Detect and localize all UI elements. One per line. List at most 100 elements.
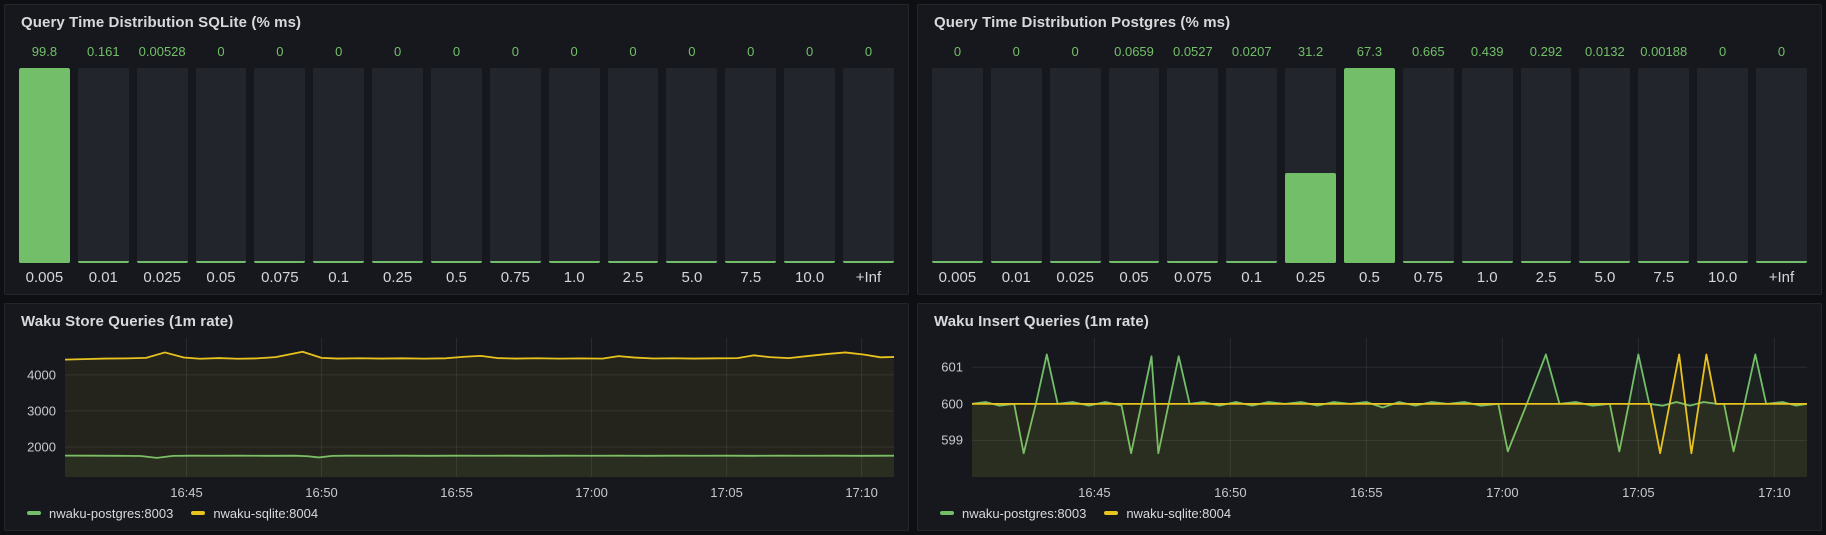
bar-column: 0.0207 0.1 [1226, 44, 1278, 286]
bar-fill [1344, 68, 1395, 263]
bar-value-label: 0 [1071, 44, 1079, 59]
plot-svg [972, 338, 1807, 477]
bar-baseline [254, 261, 306, 263]
y-tick-label: 2000 [27, 439, 56, 455]
bar-track [843, 68, 894, 263]
plot-area[interactable] [972, 338, 1807, 477]
bar-bucket-label: 0.75 [500, 269, 530, 286]
bar-bucket-label: 0.1 [1241, 269, 1263, 286]
x-tick-label: 17:10 [1758, 485, 1791, 500]
x-tick-label: 17:10 [845, 485, 878, 500]
bar-baseline [725, 261, 777, 263]
bar-bucket-label: 0.005 [25, 269, 64, 286]
bar-gauge-sqlite: 99.8 0.005 0.161 0.01 0.00528 0.025 0 0.05 0 0.07… [19, 44, 894, 286]
bar-baseline [1049, 261, 1101, 263]
bar-track [1697, 68, 1749, 263]
bar-track [77, 68, 129, 263]
x-tick-label: 17:05 [1622, 485, 1655, 500]
series-line [972, 354, 1807, 453]
bar-baseline [1579, 261, 1631, 263]
bar-value-label: 0 [511, 44, 519, 59]
bar-bucket-label: 0.1 [328, 269, 350, 286]
bar-baseline [990, 261, 1042, 263]
bar-baseline [1226, 261, 1278, 263]
bar-baseline [1167, 261, 1219, 263]
bar-column: 0 0.005 [932, 44, 983, 286]
bar-column: 0.0659 0.05 [1108, 44, 1160, 286]
bar-baseline [666, 261, 718, 263]
legend-item[interactable]: nwaku-sqlite:8004 [191, 506, 318, 521]
series-area [65, 455, 894, 477]
bar-value-label: 31.2 [1297, 44, 1324, 59]
bar-baseline [932, 261, 983, 263]
legend-swatch [191, 511, 206, 515]
bar-value-label: 0.292 [1529, 44, 1563, 59]
y-axis: 2000 3000 4000 [19, 338, 65, 477]
bar-column: 0 0.1 [313, 44, 365, 286]
bar-fill [1461, 261, 1513, 263]
bar-bucket-label: 2.5 [622, 269, 644, 286]
y-tick-label: 3000 [27, 403, 56, 419]
y-axis: 599 600 601 [932, 338, 972, 477]
bar-value-label: 0.0659 [1114, 44, 1154, 59]
bar-track [1579, 68, 1631, 263]
bar-value-label: 0.665 [1412, 44, 1445, 59]
gridlines [65, 338, 894, 477]
bar-value-label: 0 [688, 44, 696, 59]
panel-waku-insert-queries: Waku Insert Queries (1m rate) 599 600 601 … [917, 303, 1822, 531]
bar-bucket-label: 1.0 [1476, 269, 1498, 286]
plot-area[interactable] [65, 338, 894, 477]
panel-title[interactable]: Query Time Distribution SQLite (% ms) [21, 14, 302, 31]
legend-item[interactable]: nwaku-postgres:8003 [27, 506, 173, 521]
y-tick-label: 599 [941, 432, 963, 448]
series-area [972, 354, 1807, 477]
bar-value-label: 0.0207 [1231, 44, 1272, 59]
bar-column: 0 10.0 [784, 44, 836, 286]
legend-item[interactable]: nwaku-sqlite:8004 [1104, 506, 1231, 521]
bar-baseline [1520, 261, 1572, 263]
bar-column: 0.00188 7.5 [1638, 44, 1690, 286]
legend-series-name: nwaku-sqlite:8004 [213, 505, 319, 521]
x-tick-label: 16:45 [1078, 485, 1111, 500]
panel-waku-store-queries: Waku Store Queries (1m rate) 2000 3000 400… [4, 303, 909, 531]
timeseries-store: 2000 3000 4000 16:45 16:50 16:55 17:00 17:05 17… [19, 338, 894, 500]
legend-item[interactable]: nwaku-postgres:8003 [940, 506, 1086, 521]
bar-value-label: 0 [452, 44, 461, 59]
bar-track [489, 68, 541, 263]
bar-bucket-label: 7.5 [740, 269, 762, 286]
bar-column: 0 +Inf [1756, 44, 1807, 286]
bar-fill [1520, 262, 1572, 263]
bar-track [666, 68, 718, 263]
bar-value-label: 0 [1718, 44, 1727, 59]
bar-track [136, 68, 188, 263]
bar-track [1638, 68, 1690, 263]
bar-track [1520, 68, 1572, 263]
panel-title[interactable]: Waku Store Queries (1m rate) [21, 313, 234, 330]
bar-baseline [431, 261, 482, 263]
bar-column: 0 10.0 [1697, 44, 1749, 286]
bar-bucket-label: 0.05 [1119, 269, 1149, 286]
bar-bucket-label: 0.5 [446, 269, 467, 286]
panel-title[interactable]: Waku Insert Queries (1m rate) [934, 313, 1149, 330]
bar-track [254, 68, 306, 263]
bar-baseline [77, 261, 129, 263]
bar-value-label: 0 [1777, 44, 1786, 59]
bar-bucket-label: 0.005 [938, 269, 977, 286]
bar-value-label: 0.161 [87, 44, 120, 59]
panel-title[interactable]: Query Time Distribution Postgres (% ms) [934, 14, 1231, 31]
x-tick-label: 16:45 [170, 485, 203, 500]
legend-series-name: nwaku-postgres:8003 [49, 505, 174, 521]
bar-fill [1285, 172, 1337, 263]
bar-baseline [136, 261, 188, 263]
legend-swatch [1104, 511, 1119, 515]
bar-baseline [607, 261, 659, 263]
bar-column: 0.439 1.0 [1461, 44, 1513, 286]
bar-bucket-label: 0.25 [1295, 269, 1326, 286]
bar-bucket-label: 0.75 [1413, 269, 1443, 286]
bar-column: 0 0.025 [1049, 44, 1101, 286]
bar-baseline [1756, 261, 1807, 263]
bar-bucket-label: 10.0 [1708, 269, 1738, 286]
bar-bucket-label: 5.0 [681, 269, 703, 286]
bar-bucket-label: 0.5 [1359, 269, 1380, 286]
bar-column: 0 0.25 [372, 44, 424, 286]
